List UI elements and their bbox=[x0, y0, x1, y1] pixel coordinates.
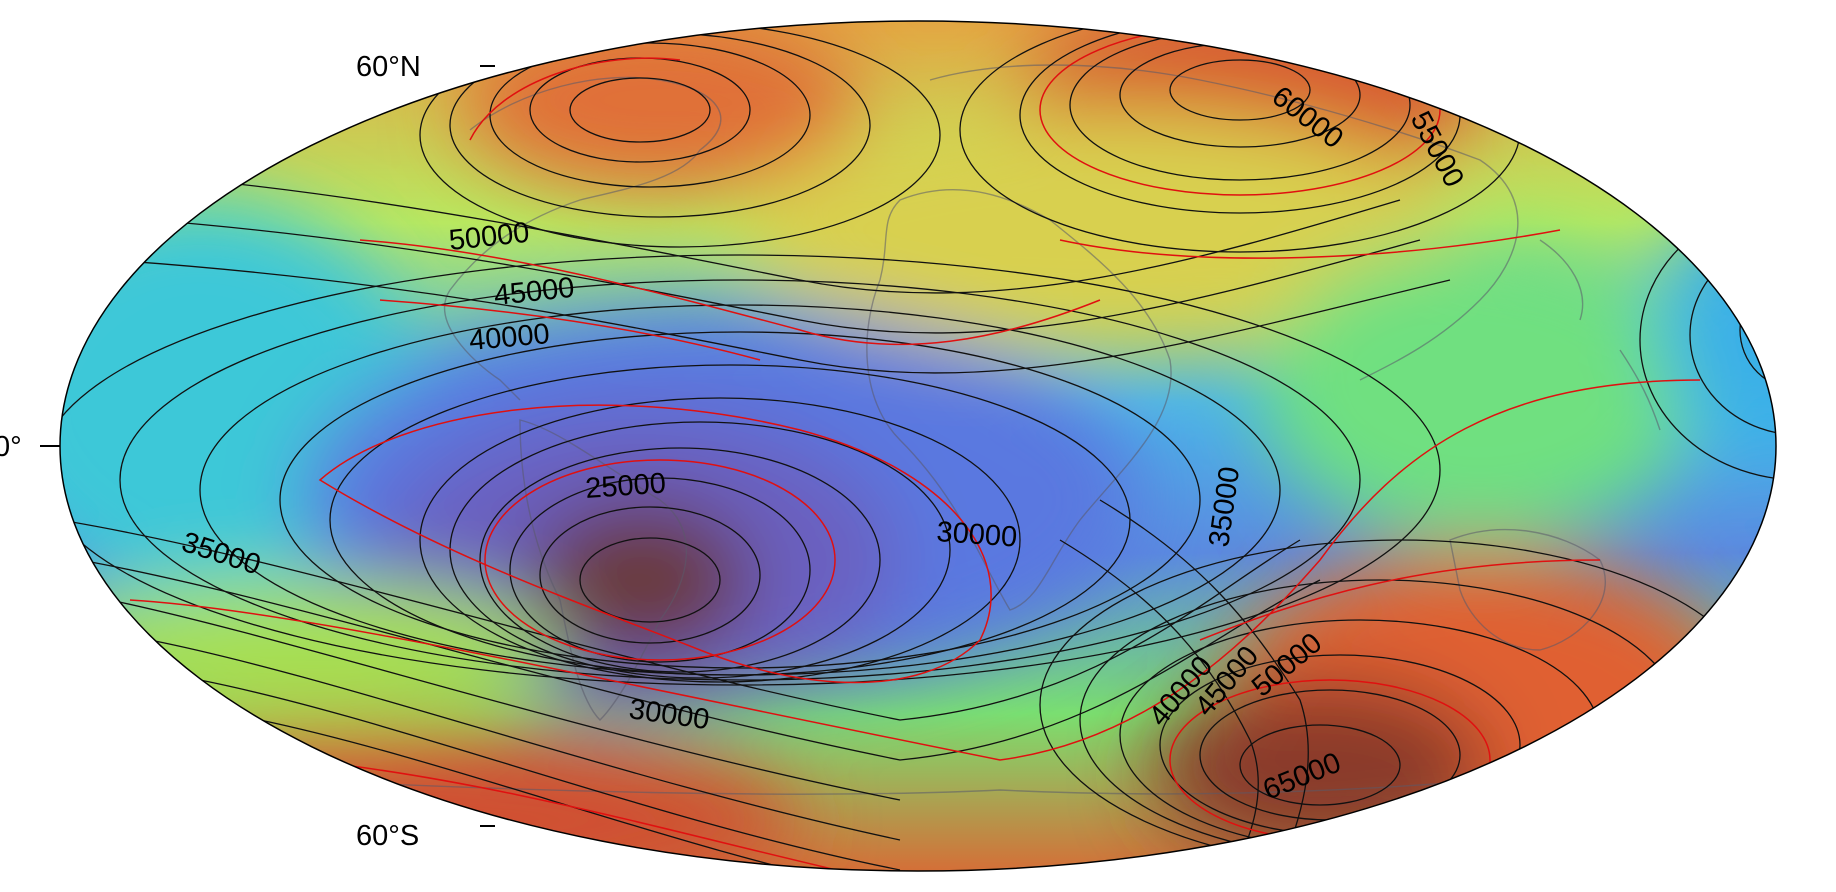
minor-isolines bbox=[60, 21, 1776, 871]
major-isolines bbox=[129, 24, 1701, 871]
lat-label-south: 60°S bbox=[356, 820, 419, 852]
contour-label-40000-north: 40000 bbox=[468, 318, 551, 357]
contour-label-25000: 25000 bbox=[584, 467, 667, 505]
coastlines bbox=[299, 64, 1661, 795]
lat-label-north: 60°N bbox=[356, 51, 421, 83]
lat-label-equator: 0° bbox=[0, 431, 22, 463]
latitude-ticks bbox=[40, 65, 495, 827]
contour-label-30000-center: 30000 bbox=[936, 516, 1019, 554]
